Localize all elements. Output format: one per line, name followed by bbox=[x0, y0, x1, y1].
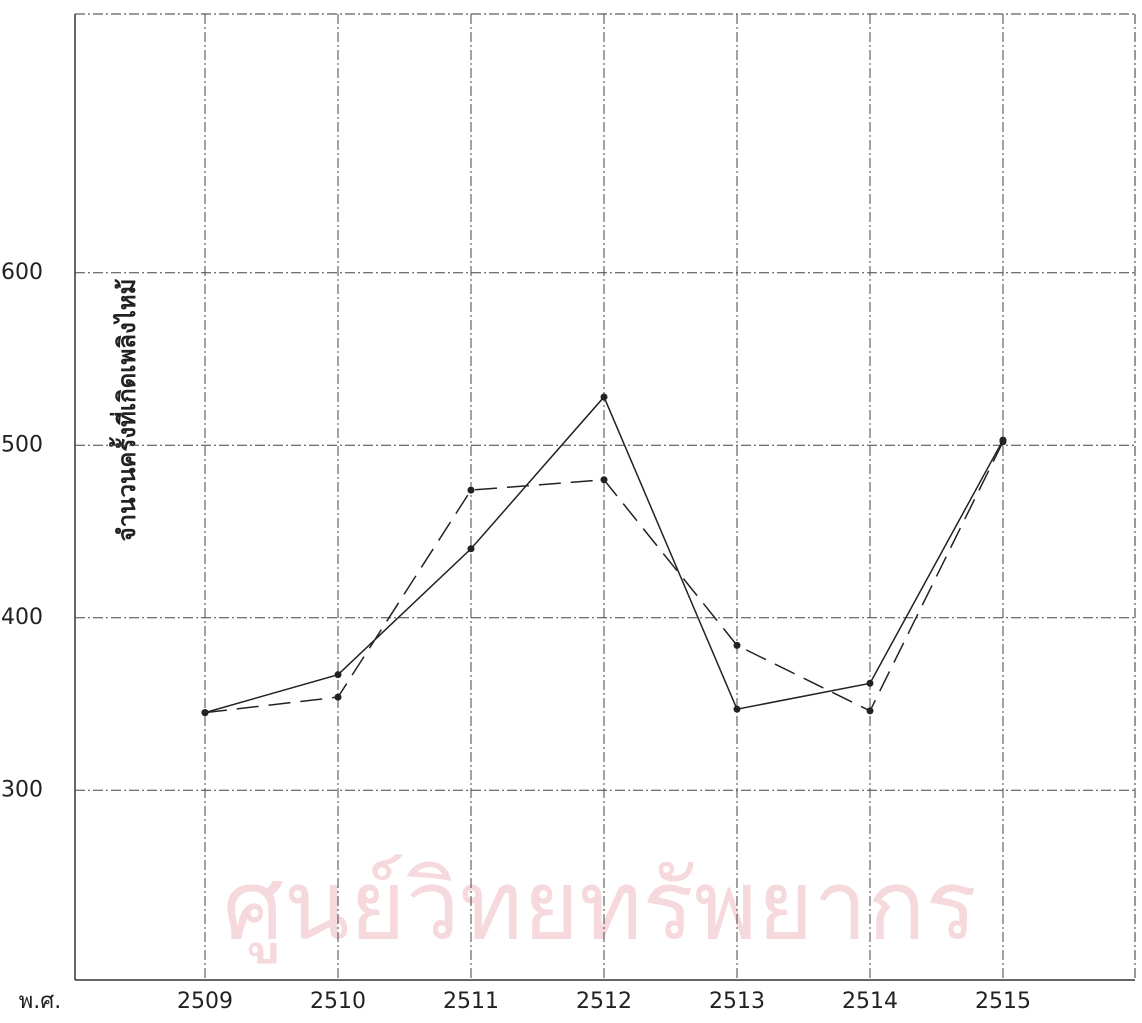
data-point bbox=[866, 707, 874, 715]
y-tick-label: 500 bbox=[1, 432, 43, 457]
y-tick-label: 300 bbox=[1, 777, 43, 802]
x-axis-label: พ.ศ. bbox=[19, 989, 61, 1014]
data-point bbox=[467, 486, 475, 494]
data-point bbox=[334, 693, 342, 701]
x-tick-label: 2511 bbox=[443, 989, 499, 1014]
x-tick-label: 2510 bbox=[310, 989, 366, 1014]
data-point bbox=[733, 641, 741, 649]
x-tick-label: 2513 bbox=[709, 989, 765, 1014]
y-axis-label: จำนวนครั้งที่เกิดเพลิงไหม้ bbox=[108, 279, 141, 542]
data-point bbox=[600, 393, 608, 401]
y-tick-label: 400 bbox=[1, 605, 43, 630]
data-point bbox=[334, 671, 342, 679]
watermark: ศูนย์วิทยทรัพยากร bbox=[223, 849, 977, 963]
data-point bbox=[733, 705, 741, 713]
y-tick-label: 600 bbox=[1, 260, 43, 285]
x-tick-label: 2512 bbox=[576, 989, 632, 1014]
x-tick-label: 2509 bbox=[177, 989, 233, 1014]
data-point bbox=[999, 438, 1007, 446]
data-point bbox=[201, 709, 209, 717]
x-tick-label: 2514 bbox=[842, 989, 898, 1014]
data-point bbox=[467, 545, 475, 553]
x-tick-label: 2515 bbox=[975, 989, 1031, 1014]
data-point bbox=[866, 679, 874, 687]
data-point bbox=[600, 476, 608, 484]
